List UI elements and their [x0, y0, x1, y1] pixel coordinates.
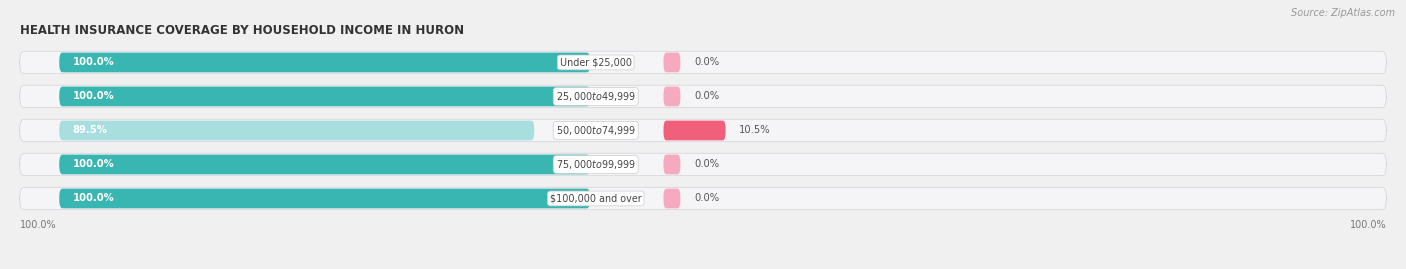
Text: 100.0%: 100.0% — [73, 91, 114, 101]
FancyBboxPatch shape — [664, 53, 681, 72]
Legend: With Coverage, Without Coverage: With Coverage, Without Coverage — [495, 266, 718, 269]
FancyBboxPatch shape — [59, 87, 591, 106]
Text: 100.0%: 100.0% — [73, 193, 114, 203]
FancyBboxPatch shape — [59, 155, 591, 174]
Text: 0.0%: 0.0% — [695, 58, 718, 68]
Text: 100.0%: 100.0% — [73, 160, 114, 169]
Text: $100,000 and over: $100,000 and over — [550, 193, 641, 203]
FancyBboxPatch shape — [20, 187, 1386, 210]
FancyBboxPatch shape — [20, 119, 1386, 142]
FancyBboxPatch shape — [20, 51, 1386, 74]
FancyBboxPatch shape — [664, 155, 681, 174]
Text: 100.0%: 100.0% — [1350, 220, 1386, 230]
FancyBboxPatch shape — [59, 189, 591, 208]
FancyBboxPatch shape — [59, 53, 591, 72]
Text: 0.0%: 0.0% — [695, 193, 718, 203]
Text: 0.0%: 0.0% — [695, 91, 718, 101]
FancyBboxPatch shape — [664, 121, 725, 140]
FancyBboxPatch shape — [664, 87, 681, 106]
Text: $25,000 to $49,999: $25,000 to $49,999 — [555, 90, 636, 103]
FancyBboxPatch shape — [664, 189, 681, 208]
Text: $50,000 to $74,999: $50,000 to $74,999 — [555, 124, 636, 137]
FancyBboxPatch shape — [59, 121, 534, 140]
FancyBboxPatch shape — [20, 153, 1386, 176]
Text: Under $25,000: Under $25,000 — [560, 58, 631, 68]
Text: HEALTH INSURANCE COVERAGE BY HOUSEHOLD INCOME IN HURON: HEALTH INSURANCE COVERAGE BY HOUSEHOLD I… — [20, 24, 464, 37]
Text: 89.5%: 89.5% — [73, 125, 108, 136]
FancyBboxPatch shape — [20, 85, 1386, 108]
Text: 10.5%: 10.5% — [740, 125, 770, 136]
Text: $75,000 to $99,999: $75,000 to $99,999 — [555, 158, 636, 171]
Text: 0.0%: 0.0% — [695, 160, 718, 169]
Text: Source: ZipAtlas.com: Source: ZipAtlas.com — [1291, 8, 1395, 18]
Text: 100.0%: 100.0% — [73, 58, 114, 68]
Text: 100.0%: 100.0% — [20, 220, 56, 230]
